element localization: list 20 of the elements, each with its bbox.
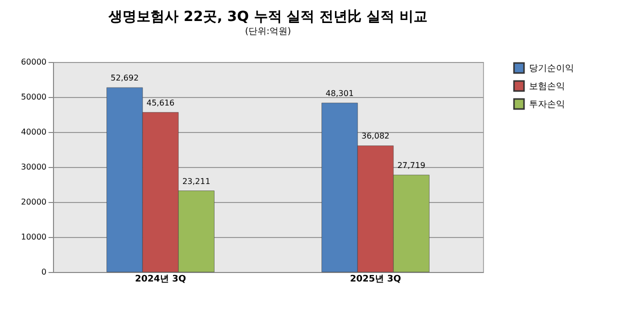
text: 48,301	[326, 88, 354, 98]
text: 23,211	[182, 176, 210, 186]
y-tick-label: 30000	[21, 162, 46, 172]
y-tick-label: 40000	[21, 128, 46, 136]
chart-subtitle: (단위:억원)	[244, 27, 292, 37]
y-tick-label: 0	[41, 268, 46, 276]
legend-label: 당기순이익	[529, 64, 574, 74]
x-tick-label: 2024년 3Q	[134, 274, 186, 284]
y-tick-label: 20000	[21, 198, 46, 206]
y-tick-label: 50000	[21, 92, 46, 102]
text: 27,719	[397, 160, 426, 170]
text: 45,616	[146, 98, 174, 108]
y-tick-label: 10000	[21, 232, 46, 242]
legend-label: 보험손익	[529, 82, 565, 92]
legend-label: 투자손익	[529, 100, 565, 110]
x-tick-label: 2025년 3Q	[350, 274, 402, 284]
text: 36,082	[362, 132, 390, 141]
chart-title: 생명보험사 22곳, 3Q 누적 실적 전년比 실적 비교	[108, 9, 428, 25]
text: 52,692	[110, 74, 139, 83]
y-tick-label: 60000	[21, 58, 46, 66]
